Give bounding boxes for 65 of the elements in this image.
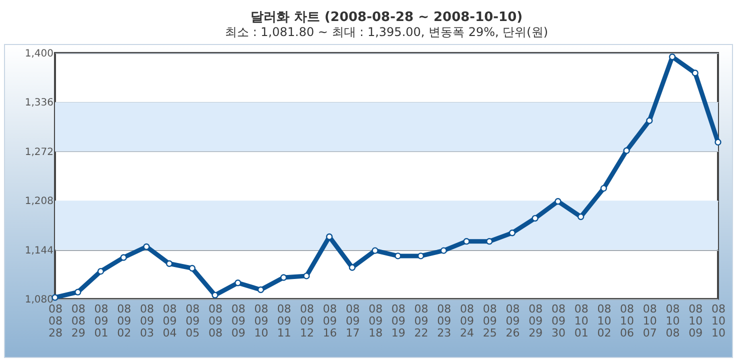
point [120,254,127,261]
x-tick-label: 08 09 29 [528,302,543,340]
x-tick-label: 08 09 19 [391,302,406,340]
point [463,238,470,245]
y-tick-label: 1,144 [24,245,54,256]
y-tick-label: 1,400 [24,48,54,60]
point [600,184,608,192]
point [303,272,310,280]
x-tick-label: 08 10 10 [712,302,726,340]
x-tick-label: 08 09 30 [551,302,566,340]
x-tick-label: 08 10 09 [688,302,703,340]
point [234,280,242,286]
x-tick-label: 08 10 06 [620,302,634,340]
x-tick-label: 08 09 25 [482,302,497,340]
point [280,274,287,281]
point [97,268,104,275]
x-tick-label: 08 09 04 [162,302,177,340]
y-tick-label: 1,080 [24,294,54,306]
point [440,247,447,254]
x-tick-label: 08 09 23 [437,302,452,340]
point [532,214,538,222]
chart-title: 달러화 차트 (2008-08-28 ~ 2008-10-10) [250,10,523,25]
point [188,264,196,272]
x-tick-label: 08 09 16 [322,302,337,340]
x-tick-label: 08 09 10 [254,302,268,340]
point [486,238,493,245]
x-tick-label: 08 09 18 [368,302,383,340]
y-tick-label: 1,208 [24,196,54,208]
point [508,230,516,236]
point [257,286,264,294]
point [74,288,82,296]
x-tick-label: 08 09 05 [186,302,200,340]
point [166,260,173,267]
point [692,70,698,76]
point [372,247,378,254]
chart-subtitle: 최소 : 1,081.80 ~ 최대 : 1,395.00, 변동폭 29%, 단위(원) [224,25,548,39]
x-tick-label: 08 10 01 [574,302,588,340]
point [417,252,424,260]
point [577,213,584,220]
x-tick-label: 08 09 02 [117,302,132,340]
point [714,138,722,146]
x-tick-label: 08 09 24 [460,302,474,340]
y-tick-label: 1,336 [24,98,54,109]
y-tick-label: 1,272 [24,146,54,158]
x-tick-label: 08 09 01 [94,302,108,340]
x-tick-label: 08 10 08 [666,302,680,340]
x-tick-label: 08 09 26 [506,302,520,340]
x-tick-label: 08 08 28 [48,302,62,340]
x-tick-label: 08 09 09 [231,302,246,340]
point [143,243,150,250]
x-tick-label: 08 09 11 [277,302,292,340]
point [212,292,218,298]
point [348,264,356,271]
point [394,252,402,260]
x-tick-label: 08 10 02 [597,302,612,340]
point [554,198,562,205]
x-tick-label: 08 09 22 [414,302,428,340]
point [646,117,653,124]
x-tick-label: 08 10 07 [642,302,657,340]
x-tick-label: 08 09 17 [346,302,360,340]
x-tick-label: 08 08 29 [71,302,86,340]
point [623,147,630,154]
x-tick-label: 08 09 08 [208,302,223,340]
x-tick-label: 08 09 12 [300,302,314,340]
x-tick-label: 08 09 03 [140,302,154,340]
